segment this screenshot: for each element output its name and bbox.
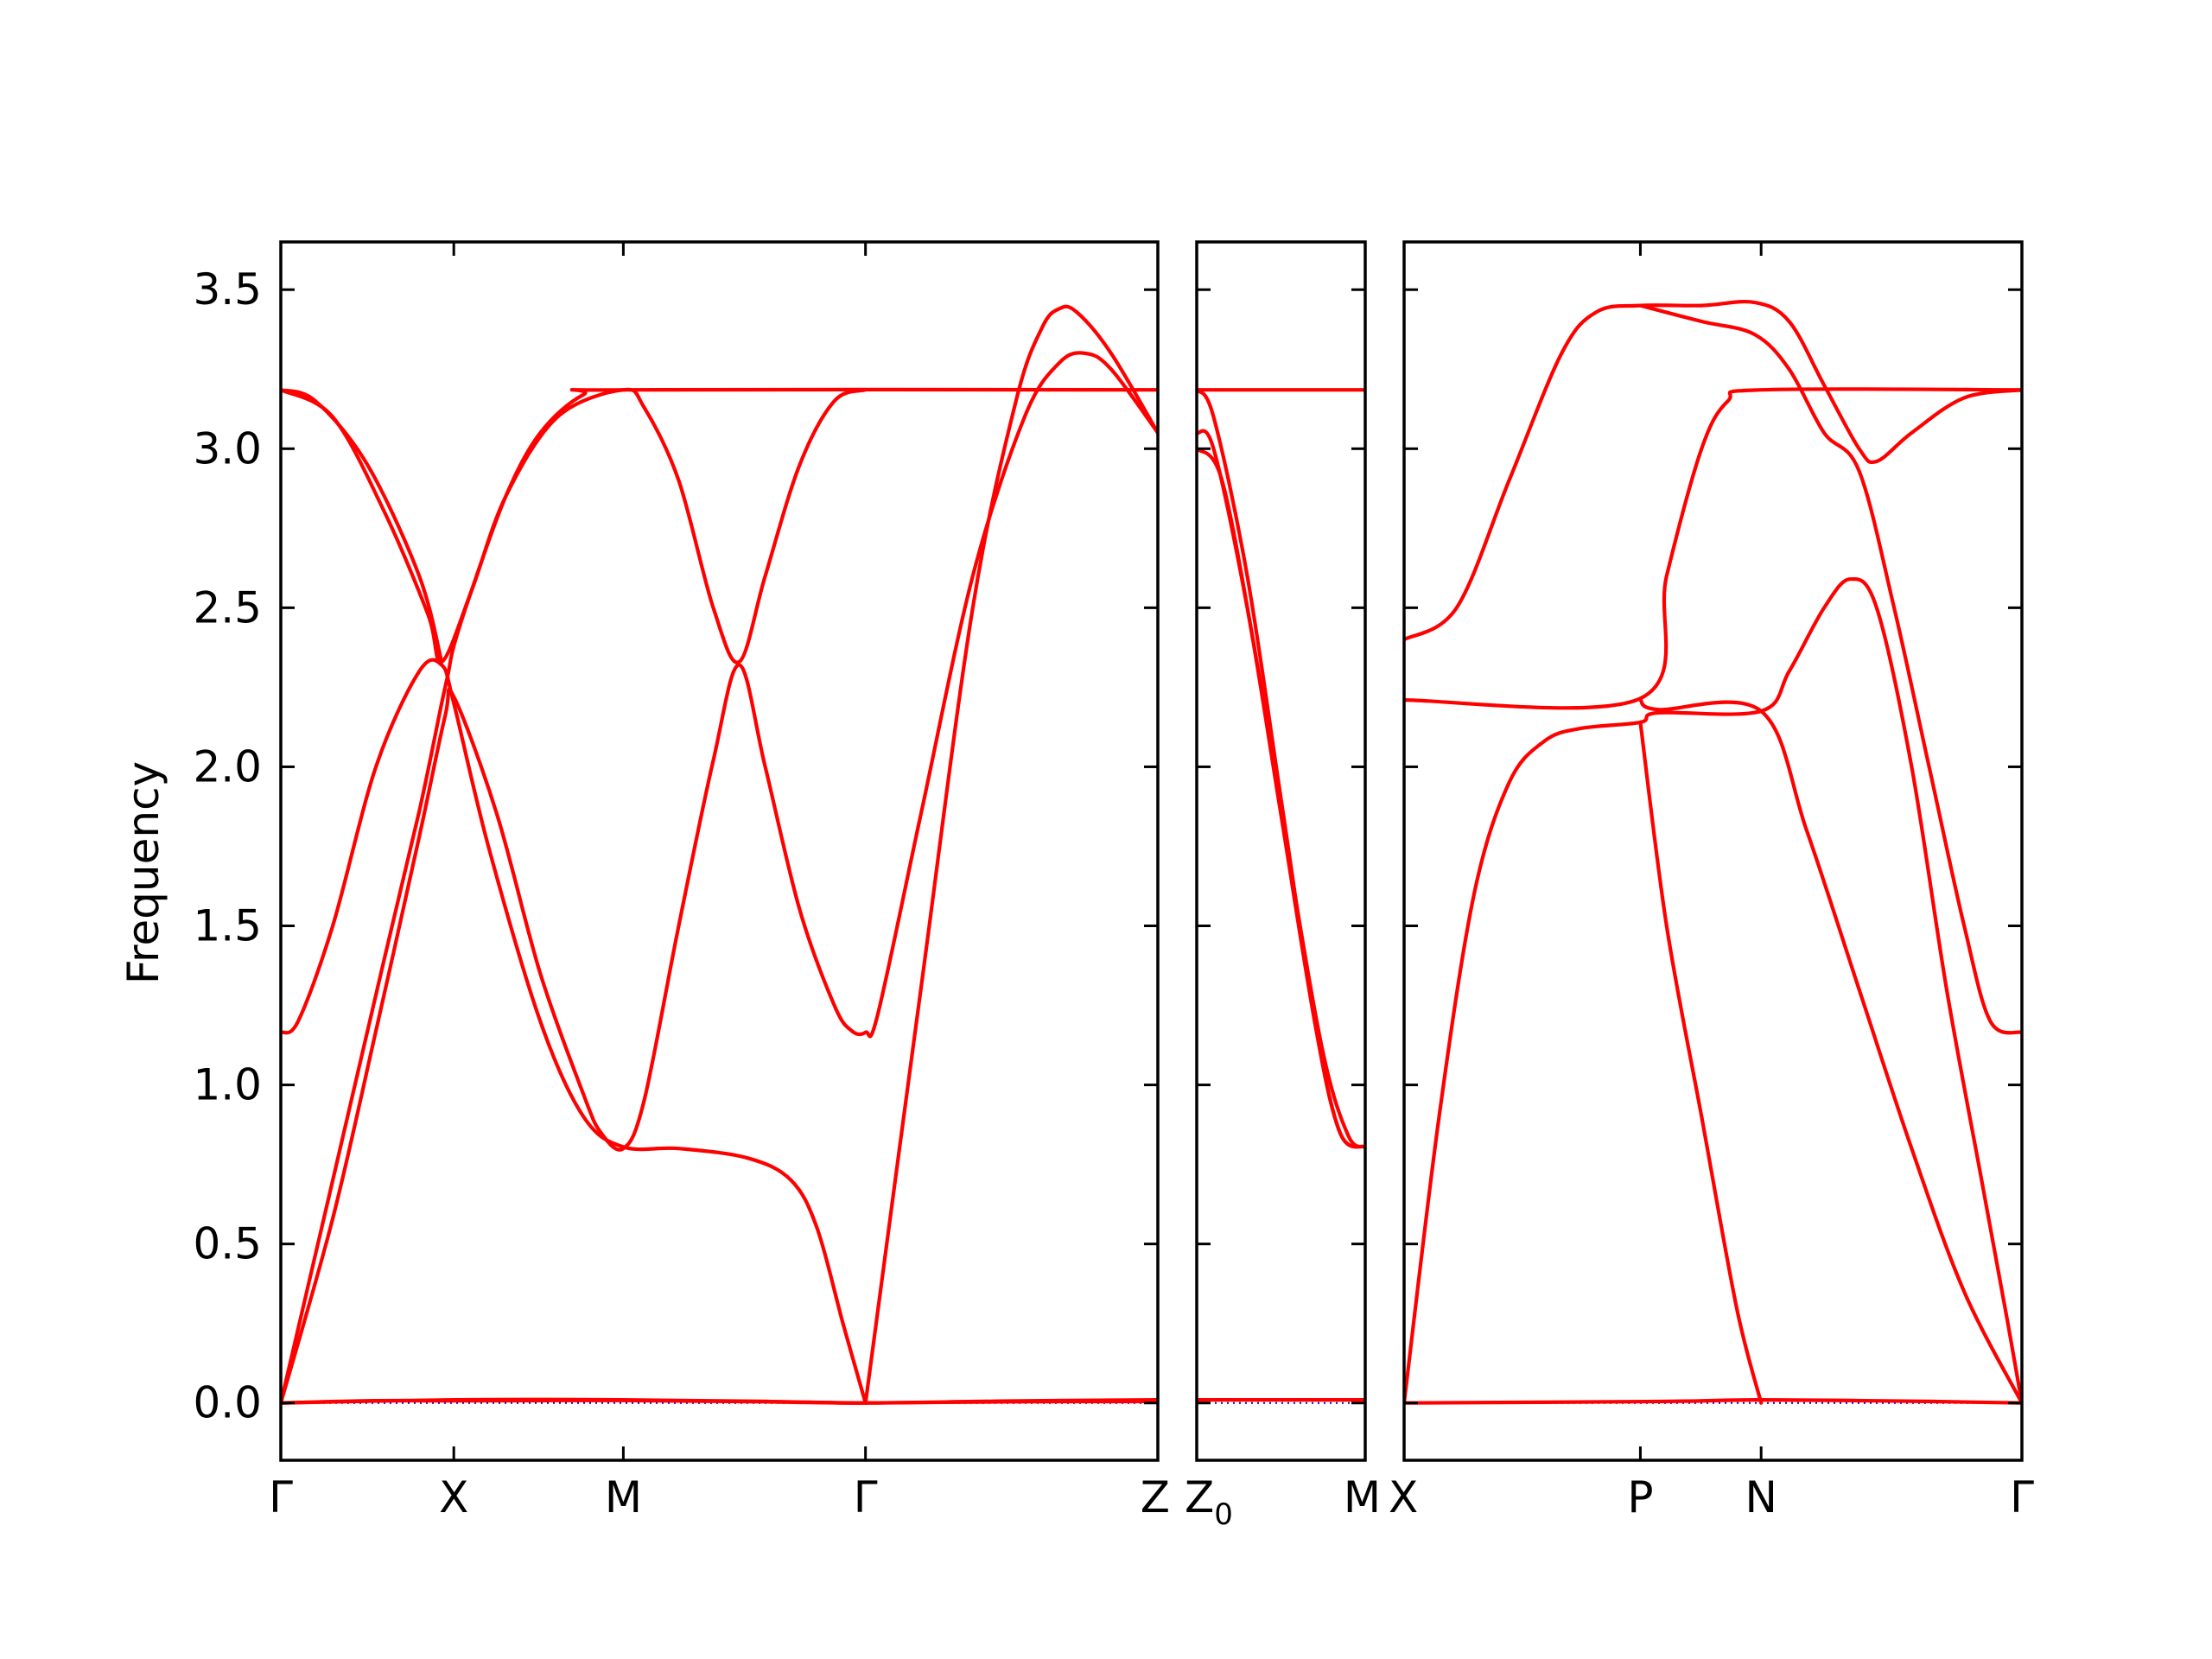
x-tick-label: Γ: [854, 1472, 878, 1522]
y-tick-label: 1.0: [193, 1060, 262, 1110]
x-tick-label: Z0: [1185, 1472, 1233, 1532]
y-tick-labels: 0.0 0.5 1.0 1.5 2.0 2.5 3.0 3.5: [193, 264, 262, 1428]
x-tick-label: M: [1344, 1472, 1381, 1522]
y-tick-label: 2.5: [193, 582, 262, 632]
phonon-band-line: [281, 387, 1158, 1405]
y-tick-label: 0.5: [193, 1219, 262, 1269]
panel-frame: [1402, 240, 2024, 1462]
panel-frame: [1195, 240, 1367, 1462]
phonon-band-line: [281, 351, 1158, 1405]
y-tick-label: 2.0: [193, 741, 262, 791]
phonon-band-line: [281, 388, 444, 664]
phonon-band-line: [1638, 303, 2022, 1035]
phonon-band-line: [1404, 1398, 2022, 1405]
phonon-band-line: [1404, 577, 2022, 1405]
x-tick-label: X: [439, 1472, 468, 1522]
y-tick-label: 3.0: [193, 423, 262, 474]
y-tick-label: 0.0: [193, 1378, 262, 1428]
band-panels: [279, 240, 2024, 1462]
x-tick-label: M: [605, 1472, 642, 1522]
x-tick-labels: Γ X M Γ Z Z0 M X P N Γ: [269, 1472, 2034, 1532]
phonon-band-line: [1638, 698, 2022, 1405]
phonon-band-line: [281, 1397, 1158, 1405]
x-tick-label: X: [1389, 1472, 1418, 1522]
phonon-band-line: [1404, 300, 2022, 642]
y-axis-label: Frequency: [118, 761, 168, 984]
phonon-band-line: [1404, 387, 2022, 710]
phonon-band-line: [281, 387, 868, 664]
x-tick-label: P: [1627, 1472, 1653, 1522]
panel-frame: [279, 240, 1160, 1462]
band-panel-2: [1195, 240, 1367, 1462]
band-panel-3: [1402, 240, 2024, 1462]
x-tick-label: Z: [1141, 1472, 1170, 1522]
x-tick-label: Γ: [269, 1472, 293, 1522]
phonon-band-line: [1638, 720, 1764, 1405]
phonon-band-line: [1197, 447, 1365, 1149]
y-tick-label: 3.5: [193, 264, 262, 315]
x-tick-label: Γ: [2010, 1472, 2034, 1522]
x-tick-label: N: [1745, 1472, 1777, 1522]
y-tick-label: 1.5: [193, 901, 262, 951]
phonon-band-line: [281, 658, 868, 1405]
phonon-band-line: [1197, 388, 1365, 1149]
band-panel-1: [279, 240, 1160, 1462]
phonon-band-line: [863, 304, 1158, 1405]
